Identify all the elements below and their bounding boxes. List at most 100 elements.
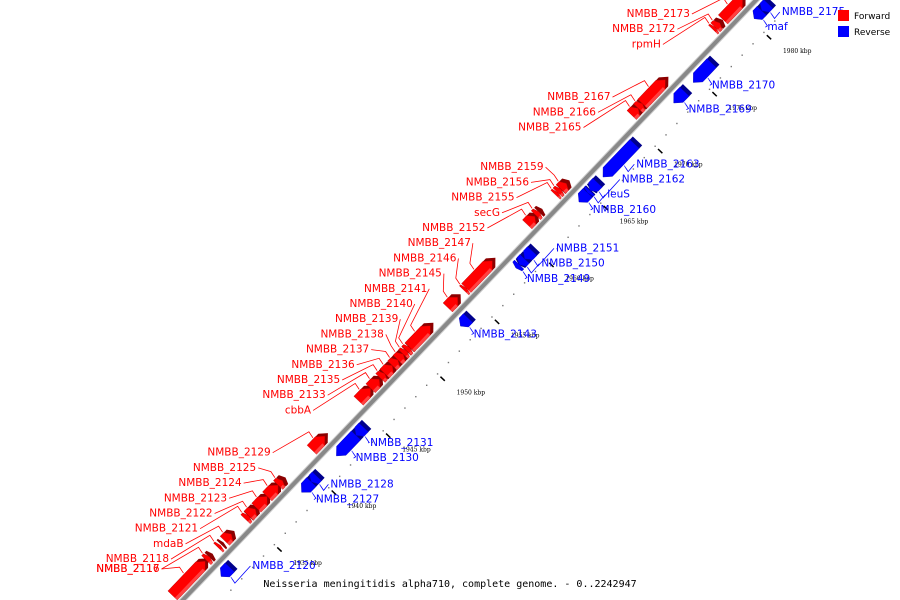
connector-NMBB_2152 <box>487 208 526 229</box>
tick-label: 1970 kbp <box>674 162 703 169</box>
gene-NMBB_2143 <box>458 310 476 330</box>
gene-label-NMBB_2150: NMBB_2150 <box>541 258 604 270</box>
gene-cbbA <box>353 385 374 406</box>
gene-arrow <box>213 541 225 553</box>
gene-label-NMBB_2149: NMBB_2149 <box>527 273 590 285</box>
gene-arrow <box>387 357 401 371</box>
gene-arrow <box>404 325 431 353</box>
gene-label-NMBB_2156: NMBB_2156 <box>466 176 530 188</box>
gene-label-NMBB_2138: NMBB_2138 <box>320 328 383 340</box>
gene-arrow <box>718 0 743 25</box>
connector-leuS <box>593 194 606 204</box>
minor-tick <box>556 248 558 250</box>
gene-arrow <box>353 388 371 406</box>
gene-highlight <box>717 27 723 32</box>
gene-NMBB_2163 <box>602 136 643 179</box>
minor-tick <box>676 122 678 125</box>
gene-highlight <box>468 268 493 293</box>
gene-NMBB_2159 <box>555 178 572 194</box>
gene-highlight <box>563 188 569 194</box>
gene-highlight <box>382 377 388 383</box>
minor-tick <box>338 475 341 478</box>
gene-depth <box>216 538 228 550</box>
gene-NMBB_2167 <box>637 76 669 109</box>
gene-arrow <box>308 471 322 485</box>
connector-NMBB_2156 <box>530 179 555 186</box>
gene-arrow <box>637 79 666 109</box>
minor-tick <box>632 168 635 170</box>
gene-NMBB_2127 <box>301 474 320 495</box>
gene-highlight <box>258 503 268 513</box>
gene-highlight <box>593 195 597 199</box>
gene-label-NMBB_2152: NMBB_2152 <box>422 222 485 234</box>
gene-arrow <box>550 188 562 200</box>
minor-tick <box>241 578 243 580</box>
minor-tick <box>480 327 482 330</box>
minor-tick <box>523 282 526 284</box>
gene-label-NMBB_2116: NMBB_2116 <box>96 563 160 575</box>
gene-arrow <box>710 20 723 33</box>
gene-arrow <box>459 284 471 296</box>
major-tick <box>385 433 391 439</box>
major-tick <box>331 489 337 496</box>
major-tick <box>439 376 446 382</box>
gene-depth <box>204 550 216 562</box>
gene-highlight <box>372 385 381 393</box>
gene-arrow <box>442 296 459 313</box>
gene-arrow <box>512 259 525 272</box>
minor-tick <box>404 407 406 409</box>
connector-NMBB_2127 <box>311 492 317 500</box>
connector-NMBB_2121 <box>199 505 243 530</box>
minor-tick <box>774 20 776 22</box>
gene-NMBB_2151 <box>523 243 540 263</box>
gene-label-NMBB_2151: NMBB_2151 <box>556 242 619 254</box>
gene-highlight <box>280 484 286 490</box>
gene-arrow <box>555 181 569 194</box>
gene-arrow <box>588 177 603 192</box>
gene-label-NMBB_2130: NMBB_2130 <box>356 452 419 464</box>
gene-label-NMBB_2133: NMBB_2133 <box>262 389 325 401</box>
gene-highlight <box>400 359 406 365</box>
gene-NMBB_2152 <box>522 212 540 230</box>
gene-label-leuS: leuS <box>607 189 630 201</box>
connector-rpmH <box>662 16 710 45</box>
connector-cbbA <box>312 382 360 411</box>
connector-NMBB_2141 <box>410 288 430 332</box>
gene-highlight <box>538 215 543 220</box>
gene-arrow <box>220 562 235 578</box>
gene-arrow <box>201 553 214 565</box>
connector-NMBB_2165 <box>583 99 630 128</box>
gene-NMBB_2116 <box>167 558 209 600</box>
gene-highlight <box>644 87 666 109</box>
gene-arrow <box>392 351 406 365</box>
gene-label-NMBB_2140: NMBB_2140 <box>350 298 413 310</box>
gene-label-NMBB_2167: NMBB_2167 <box>547 91 610 103</box>
tick-label: 1955 kbp <box>511 332 540 339</box>
gene-NMBB_2173 <box>718 0 746 25</box>
minor-tick <box>567 236 569 239</box>
minor-tick <box>719 77 722 79</box>
gene-label-rpmH: rpmH <box>632 38 661 50</box>
minor-tick <box>534 270 537 273</box>
gene-highlight <box>174 568 206 600</box>
minor-tick <box>251 566 254 569</box>
connector-NMBB_2129 <box>272 431 314 454</box>
connector-NMBB_2146 <box>455 258 461 285</box>
connector-NMBB_2167 <box>612 80 649 98</box>
tick-label: 1945 kbp <box>402 446 431 453</box>
connector-NMBB_2169 <box>684 102 690 111</box>
minor-tick <box>730 65 732 68</box>
gene-label-NMBB_2125: NMBB_2125 <box>193 462 256 474</box>
minor-tick <box>578 225 580 227</box>
gene-label-NMBB_2129: NMBB_2129 <box>207 447 270 459</box>
gene-arrow <box>262 484 279 502</box>
gene-label-NMBB_2169: NMBB_2169 <box>688 104 751 116</box>
connector-NMBB_2163 <box>623 164 635 173</box>
gene-highlight <box>405 354 410 359</box>
tick-label: 1950 kbp <box>457 389 486 396</box>
connector-NMBB_2139 <box>394 319 401 348</box>
gene-arrow <box>167 561 206 600</box>
gene-NMBB_2136 <box>379 361 397 379</box>
major-tick <box>276 546 283 553</box>
